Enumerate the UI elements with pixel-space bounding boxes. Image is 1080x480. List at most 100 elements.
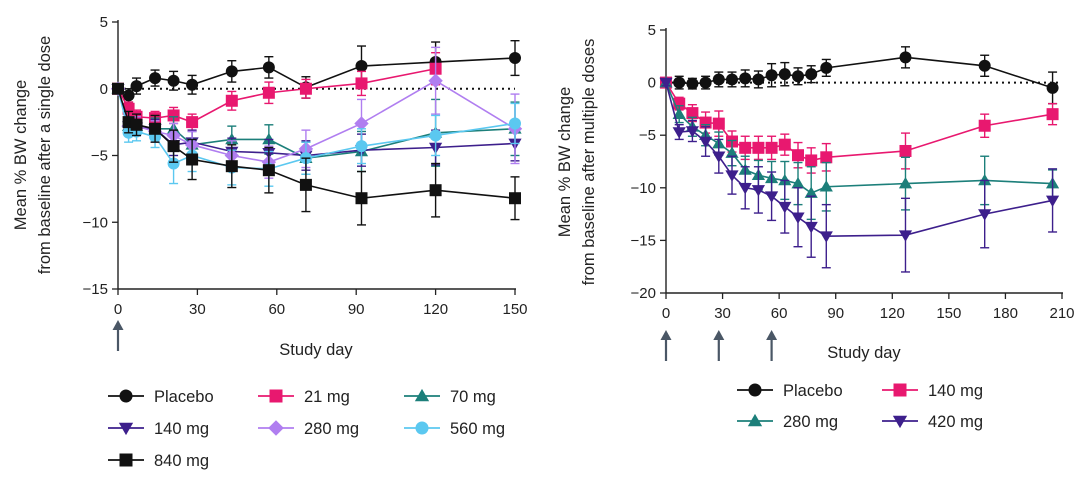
data-point bbox=[804, 186, 818, 198]
data-point bbox=[686, 107, 699, 120]
data-point bbox=[262, 86, 275, 99]
data-point bbox=[262, 164, 275, 177]
legend-entry: 140 mg bbox=[108, 420, 209, 438]
data-point bbox=[167, 140, 180, 153]
series-line bbox=[117, 67, 436, 123]
multiple-dose-chart: 5 0 −5 −10 −15 −20 0 30 60 90 120 150 180 210 Mean % B… bbox=[556, 22, 1075, 431]
data-point bbox=[726, 73, 738, 86]
legend-entry: 21 mg bbox=[258, 388, 350, 406]
data-point bbox=[509, 117, 521, 130]
right-dose-arrow bbox=[660, 330, 672, 361]
legend-marker bbox=[118, 422, 134, 436]
right-x-tick-label: 90 bbox=[827, 305, 844, 322]
right-y-axis-label: from baseline after multiple doses bbox=[580, 39, 598, 286]
right-x-tick-label: 120 bbox=[880, 305, 905, 322]
right-dose-arrow bbox=[766, 330, 778, 361]
data-point bbox=[699, 136, 713, 149]
data-point bbox=[899, 144, 912, 157]
legend-marker bbox=[268, 420, 284, 436]
legend-entry: 420 mg bbox=[882, 413, 983, 431]
data-point bbox=[792, 70, 804, 83]
data-point bbox=[122, 89, 135, 102]
data-point bbox=[712, 151, 726, 163]
legend-label: 21 mg bbox=[304, 388, 350, 406]
legend-label: 140 mg bbox=[928, 382, 983, 400]
legend-label: 70 mg bbox=[450, 388, 496, 406]
data-point bbox=[225, 65, 238, 78]
data-point bbox=[978, 119, 991, 132]
data-point bbox=[765, 191, 779, 203]
data-point bbox=[262, 61, 275, 74]
legend-label: 840 mg bbox=[154, 452, 209, 470]
data-point bbox=[355, 192, 368, 205]
right-series-placebo bbox=[660, 46, 1059, 105]
data-point bbox=[673, 76, 686, 89]
series-line bbox=[665, 82, 1053, 237]
data-point bbox=[685, 126, 699, 138]
data-point bbox=[355, 140, 368, 153]
data-point bbox=[354, 116, 369, 131]
data-point bbox=[509, 52, 521, 65]
data-point bbox=[225, 94, 238, 107]
left-x-tick-label: 150 bbox=[502, 301, 527, 318]
left-series-840-mg bbox=[112, 82, 521, 226]
right-x-tick-label: 150 bbox=[936, 305, 961, 322]
left-y-axis-label: from baseline after a single dose bbox=[36, 36, 54, 274]
data-point bbox=[765, 69, 778, 82]
data-point bbox=[186, 78, 199, 91]
data-point bbox=[186, 116, 199, 129]
data-point bbox=[130, 80, 143, 93]
data-point bbox=[765, 141, 778, 154]
legend-label: Placebo bbox=[783, 382, 843, 400]
data-point bbox=[792, 149, 804, 162]
legend-marker bbox=[119, 453, 133, 467]
data-point bbox=[149, 72, 162, 85]
data-point bbox=[752, 141, 765, 154]
data-point bbox=[739, 141, 752, 154]
data-point bbox=[299, 82, 312, 95]
data-point bbox=[672, 107, 686, 119]
data-point bbox=[898, 230, 913, 242]
data-point bbox=[686, 77, 699, 90]
data-point bbox=[112, 82, 124, 95]
data-point bbox=[1046, 108, 1059, 121]
right-x-tick-label: 30 bbox=[714, 305, 731, 322]
legend-label: Placebo bbox=[154, 388, 214, 406]
data-point bbox=[899, 51, 912, 64]
data-point bbox=[778, 68, 791, 81]
legend-marker bbox=[892, 415, 908, 429]
data-point bbox=[130, 118, 143, 131]
right-x-axis-label: Study day bbox=[827, 344, 901, 362]
data-point bbox=[712, 117, 725, 130]
data-point bbox=[805, 68, 818, 81]
data-point bbox=[149, 122, 162, 135]
legend-label: 420 mg bbox=[928, 413, 983, 431]
left-dose-arrow bbox=[112, 320, 124, 351]
right-x-tick-label: 60 bbox=[771, 305, 788, 322]
left-series-placebo bbox=[112, 39, 521, 103]
left-x-axis-label: Study day bbox=[279, 341, 353, 359]
data-point bbox=[778, 173, 792, 186]
data-point bbox=[428, 73, 443, 88]
data-point bbox=[778, 138, 791, 151]
data-point bbox=[299, 178, 312, 191]
data-point bbox=[1045, 195, 1060, 208]
legend-entry: 70 mg bbox=[404, 388, 496, 406]
data-point bbox=[978, 173, 992, 186]
legend-entry: 840 mg bbox=[108, 452, 209, 470]
legend-entry: Placebo bbox=[108, 388, 214, 406]
data-point bbox=[712, 73, 725, 86]
right-x-tick-label: 0 bbox=[662, 305, 670, 322]
legend-marker bbox=[415, 421, 429, 435]
legend-marker bbox=[748, 383, 762, 397]
legend-entry: 140 mg bbox=[882, 382, 983, 400]
data-point bbox=[819, 231, 833, 243]
data-point bbox=[978, 209, 992, 221]
legend-entry: Placebo bbox=[737, 382, 843, 400]
data-point bbox=[429, 129, 442, 142]
data-point bbox=[672, 127, 686, 139]
legend-entry: 560 mg bbox=[404, 420, 505, 438]
data-point bbox=[898, 176, 913, 189]
left-x-tick-label: 90 bbox=[348, 301, 365, 318]
